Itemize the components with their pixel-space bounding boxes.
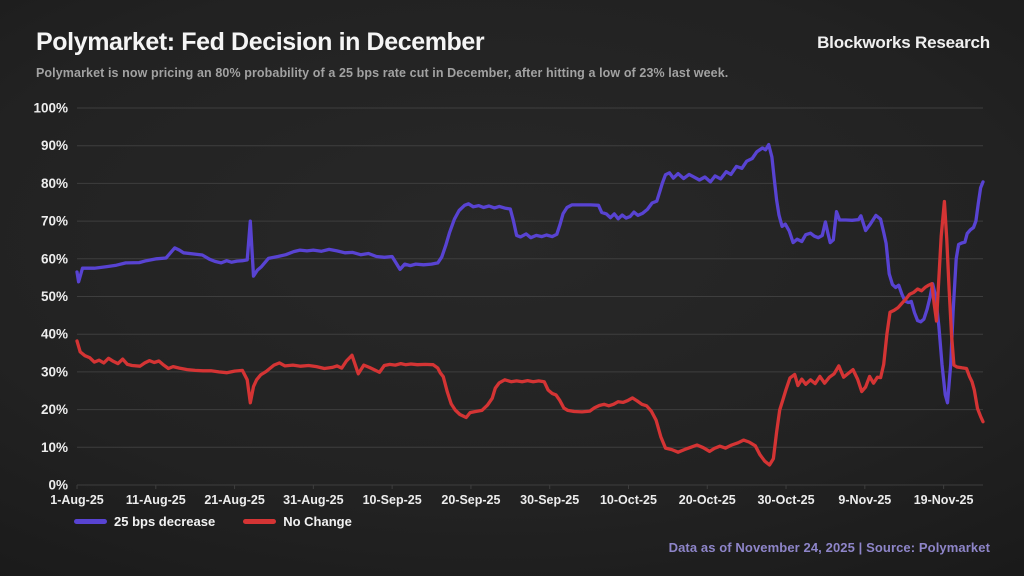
x-axis-label-11-Aug-25: 11-Aug-25	[126, 493, 186, 507]
legend-item-no-change: No Change	[243, 514, 352, 529]
legend-swatch-no-change	[243, 519, 277, 524]
y-axis-label-100%: 100%	[33, 101, 68, 116]
brand-text: Blockworks Research	[817, 33, 990, 52]
x-axis-label-20-Oct-25: 20-Oct-25	[679, 493, 736, 507]
y-axis-label-30%: 30%	[41, 364, 68, 379]
legend-label-25bps-decrease: 25 bps decrease	[114, 514, 216, 529]
y-axis-label-90%: 90%	[41, 138, 68, 153]
legend-item-25bps-decrease: 25 bps decrease	[74, 514, 215, 529]
x-axis-label-9-Nov-25: 9-Nov-25	[838, 493, 891, 507]
legend: 25 bps decrease No Change	[74, 514, 352, 529]
x-axis-label-20-Sep-25: 20-Sep-25	[441, 493, 500, 507]
x-axis-label-30-Oct-25: 30-Oct-25	[758, 493, 815, 507]
x-axis-label-31-Aug-25: 31-Aug-25	[283, 493, 343, 507]
x-axis-label-30-Sep-25: 30-Sep-25	[520, 493, 579, 507]
y-axis-label-20%: 20%	[41, 402, 68, 417]
y-axis-label-40%: 40%	[41, 327, 68, 342]
header: Polymarket: Fed Decision in December Blo…	[36, 28, 990, 80]
legend-label-no-change: No Change	[283, 514, 352, 529]
source-note: Data as of November 24, 2025 | Source: P…	[668, 540, 990, 555]
x-axis-label-1-Aug-25: 1-Aug-25	[50, 493, 104, 507]
y-axis-label-60%: 60%	[41, 251, 68, 266]
y-axis-label-10%: 10%	[41, 440, 68, 455]
legend-swatch-25bps-decrease	[74, 519, 107, 524]
y-axis-label-70%: 70%	[41, 214, 68, 229]
x-axis-label-10-Sep-25: 10-Sep-25	[363, 493, 422, 507]
subtitle: Polymarket is now pricing an 80% probabi…	[36, 66, 729, 80]
y-axis-label-0%: 0%	[48, 478, 68, 493]
x-axis-label-19-Nov-25: 19-Nov-25	[914, 493, 974, 507]
y-axis-label-80%: 80%	[41, 176, 68, 191]
series-line-no-change	[75, 199, 985, 467]
page-title: Polymarket: Fed Decision in December	[36, 28, 485, 56]
x-axis-label-10-Oct-25: 10-Oct-25	[600, 493, 657, 507]
x-axis-label-21-Aug-25: 21-Aug-25	[204, 493, 264, 507]
y-axis-label-50%: 50%	[41, 289, 68, 304]
series-line-25-bps-decrease	[75, 142, 985, 405]
